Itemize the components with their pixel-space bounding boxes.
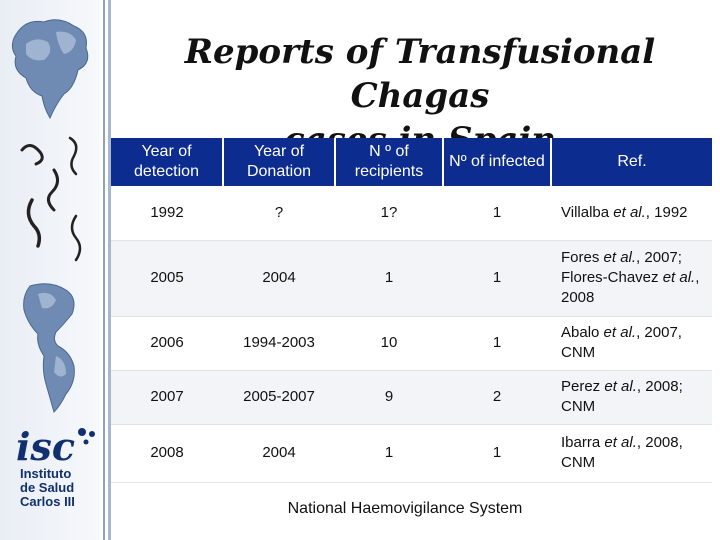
cell-donation: ?: [223, 186, 335, 241]
logo-line: Carlos III: [20, 494, 75, 509]
title-line: Reports of Transfusional Chagas: [184, 32, 656, 116]
cell-donation: 1994-2003: [223, 316, 335, 371]
cell-detection: 2008: [111, 424, 223, 483]
cell-recipients: 1: [335, 424, 443, 483]
sidebar-divider: [103, 0, 105, 540]
cell-ref: Perez et al., 2008; CNM: [551, 370, 712, 425]
institute-logo-text: Instituto de Salud Carlos III: [20, 467, 75, 509]
cell-ref: Fores et al., 2007; Flores-Chavez et al.…: [551, 240, 712, 317]
cell-detection: 2005: [111, 240, 223, 317]
header-ref: Ref.: [551, 138, 712, 186]
cell-donation: 2004: [223, 424, 335, 483]
cell-recipients: 1: [335, 240, 443, 317]
footer-source: National Haemovigilance System: [287, 500, 523, 517]
cell-infected: 1: [443, 240, 551, 317]
cell-ref: Ibarra et al., 2008, CNM: [551, 424, 712, 483]
cell-detection: 2006: [111, 316, 223, 371]
cell-donation: 2005-2007: [223, 370, 335, 425]
reports-table: Year of detection Year of Donation N º o…: [111, 138, 712, 483]
table-header-row: Year of detection Year of Donation N º o…: [111, 138, 712, 186]
header-infected: Nº of infected: [443, 138, 552, 186]
cell-donation: 2004: [223, 240, 335, 317]
cell-infected: 2: [443, 370, 551, 425]
cell-recipients: 10: [335, 316, 443, 371]
sidebar-divider: [108, 0, 111, 540]
table-row: 2007 2005-2007 9 2 Perez et al., 2008; C…: [111, 370, 712, 425]
cell-ref: Abalo et al., 2007, CNM: [551, 316, 712, 371]
cell-infected: 1: [443, 316, 551, 371]
header-recipients: N º of recipients: [335, 138, 444, 186]
svg-text:isc: isc: [16, 424, 75, 469]
table-row: 1992 ? 1? 1 Villalba et al., 1992: [111, 186, 712, 241]
logo-line: Instituto: [20, 466, 72, 481]
americas-map-icon: [23, 283, 75, 413]
cell-detection: 2007: [111, 370, 223, 425]
cell-recipients: 1?: [335, 186, 443, 241]
header-year-detection: Year of detection: [111, 138, 224, 186]
cell-ref: Villalba et al., 1992: [551, 186, 712, 241]
cell-recipients: 9: [335, 370, 443, 425]
table-row: 2005 2004 1 1 Fores et al., 2007; Flores…: [111, 240, 712, 317]
logo-line: de Salud: [20, 480, 75, 495]
cell-infected: 1: [443, 186, 551, 241]
trypanosome-icon: [20, 136, 82, 262]
header-year-donation: Year of Donation: [223, 138, 336, 186]
cell-detection: 1992: [111, 186, 223, 241]
table-row: 2008 2004 1 1 Ibarra et al., 2008, CNM: [111, 424, 712, 483]
table-row: 2006 1994-2003 10 1 Abalo et al., 2007, …: [111, 316, 712, 371]
cell-infected: 1: [443, 424, 551, 483]
isc-logo-icon: isc: [16, 424, 95, 469]
world-map-icon: [11, 19, 89, 120]
